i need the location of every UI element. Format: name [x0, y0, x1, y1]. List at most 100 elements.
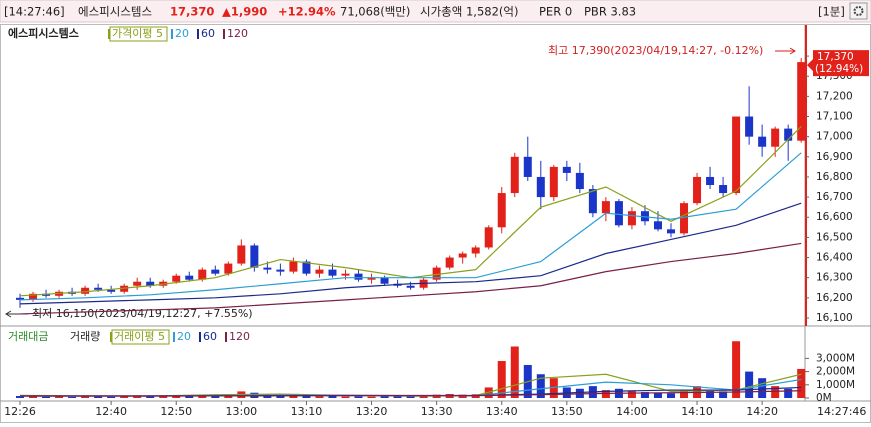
candle-body: [693, 176, 702, 204]
price-tag-rate: (12.94%): [815, 63, 863, 75]
y-tick-label: 16,800: [816, 171, 853, 183]
legend-label: 20: [175, 27, 189, 40]
x-tick-label: 12:26: [4, 405, 36, 418]
x-tick-label: 14:10: [681, 405, 713, 418]
header-interval[interactable]: [1분]: [818, 5, 845, 19]
volume-bar: [784, 388, 793, 398]
volume-bar: [640, 392, 649, 398]
moving-average: [19, 202, 802, 305]
y-tick-label: 16,600: [816, 211, 853, 223]
x-tick-label: 13:40: [486, 405, 518, 418]
y-tick-label: 16,300: [816, 272, 853, 284]
y-tick-label: 16,200: [816, 292, 853, 304]
x-tick-label: 12:40: [95, 405, 127, 418]
volume-bar: [107, 396, 116, 398]
x-tick-label: 13:00: [225, 405, 257, 418]
legend-swatch: [172, 332, 175, 342]
header-market-cap: 시가총액 1,582(억): [420, 5, 518, 19]
volume-bar: [719, 391, 728, 398]
candle-body: [601, 201, 610, 214]
legend-box: [109, 26, 168, 42]
candle-body: [133, 281, 142, 286]
candle-body: [497, 193, 506, 228]
candle-body: [146, 281, 155, 286]
volume-bar: [601, 390, 610, 398]
legend-label: 20: [177, 330, 191, 343]
volume-bar: [263, 395, 272, 398]
candle-body: [640, 211, 649, 222]
low-annotation: 최저 16,150(2023/04/19,12:27, +7.55%): [32, 307, 253, 320]
legend-label: 가격이평 5: [112, 27, 163, 40]
chart-title: 에스피시스템스: [8, 26, 79, 40]
volume-bar: [797, 368, 806, 398]
candle-body: [575, 172, 584, 190]
candle-body: [445, 257, 454, 268]
volume-legend-count: 거래량: [70, 330, 100, 343]
legend-label: 거래이평 5: [114, 330, 165, 343]
settings-icon: [853, 6, 864, 16]
low-arrow-head: [5, 310, 12, 318]
volume-bar: [653, 392, 662, 398]
volume-bar: [680, 390, 689, 398]
candle-body: [536, 176, 545, 198]
header-price: 17,370: [170, 5, 214, 19]
legend-swatch: [170, 29, 173, 39]
header-rate: +12.94%: [278, 5, 336, 19]
volume-bar: [315, 396, 324, 398]
volume-bar: [159, 396, 168, 398]
legend-swatch: [222, 29, 225, 39]
price-tag-price: 17,370: [817, 51, 854, 63]
candle-body: [784, 128, 793, 141]
y-tick-label: 16,500: [816, 231, 853, 243]
header-pbr: PBR 3.83: [584, 5, 636, 19]
candle-body: [588, 189, 597, 214]
volume-bar: [341, 396, 350, 398]
candle-body: [328, 269, 337, 276]
candle-body: [172, 275, 181, 282]
legend-label: 60: [203, 330, 217, 343]
settings-button[interactable]: [849, 2, 868, 20]
candle-body: [315, 269, 324, 274]
x-tick-label: 13:20: [356, 405, 388, 418]
volume-tick-label: 3,000M: [816, 352, 855, 364]
volume-bar: [758, 378, 767, 398]
candle-body: [367, 277, 376, 280]
header-per: PER 0: [539, 5, 572, 19]
volume-bar: [497, 361, 506, 398]
candle-body: [680, 203, 689, 234]
header-trade-value: 71,068(백만): [340, 5, 410, 19]
candle-body: [341, 273, 350, 276]
candle-body: [745, 116, 754, 137]
candle-body: [16, 297, 24, 300]
volume-bar: [29, 396, 38, 398]
candle-body: [107, 289, 116, 292]
y-tick-label: 17,100: [816, 111, 853, 123]
price-tag-pointer: [807, 59, 813, 72]
header-name: 에스피시스템스: [78, 5, 152, 19]
volume-bar: [732, 341, 741, 398]
legend-swatch: [198, 332, 201, 342]
volume-legend-value: 거래대금: [8, 330, 48, 343]
legend-label: 60: [201, 27, 215, 40]
high-arrow-head: [789, 47, 796, 55]
candle-body: [732, 116, 741, 194]
x-tick-label: 13:10: [291, 405, 323, 418]
volume-bar: [16, 396, 24, 398]
y-tick-label: 16,900: [816, 151, 853, 163]
volume-bar: [328, 396, 337, 398]
candle-body: [471, 247, 480, 254]
volume-bar: [393, 396, 402, 398]
candle-body: [250, 245, 259, 268]
volume-bar: [419, 395, 428, 398]
volume-bar: [68, 396, 77, 398]
volume-bar: [81, 396, 90, 398]
candle-body: [614, 201, 623, 226]
volume-bar: [549, 378, 558, 398]
x-tick-label: 12:50: [160, 405, 192, 418]
volume-bar: [94, 396, 103, 398]
volume-bar: [185, 396, 194, 398]
volume-bar: [458, 394, 467, 398]
candle-body: [263, 267, 272, 270]
volume-bar: [771, 386, 780, 398]
